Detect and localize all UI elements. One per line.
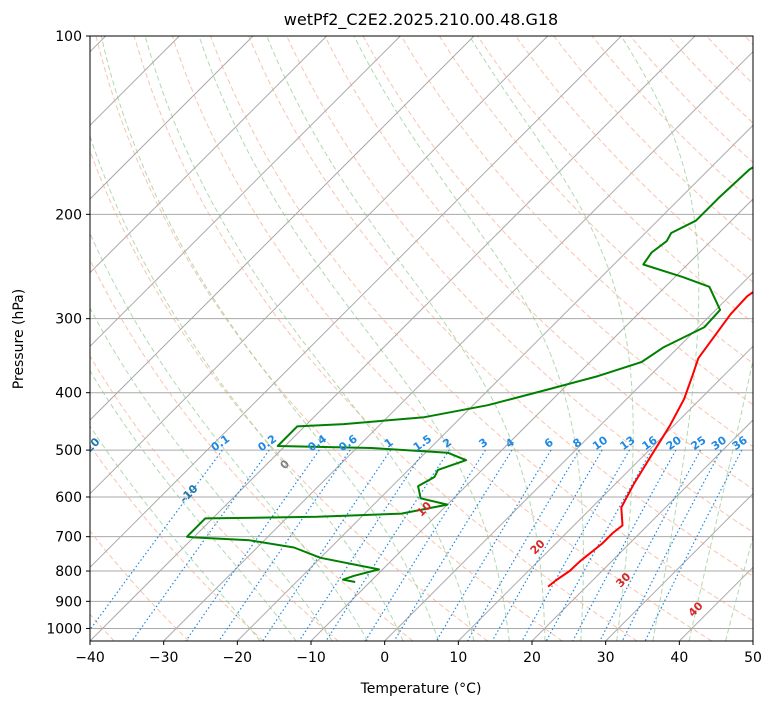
moist-adiabat-line	[688, 357, 753, 641]
dry-adiabat-line	[133, 36, 638, 641]
x-tick-label: −40	[75, 650, 105, 666]
isotherm-line	[384, 271, 753, 641]
dry-adiabat-line	[171, 36, 712, 641]
plot-area: 0.10.20.40.611.52346810131620253036-100-…	[90, 36, 753, 641]
dry-adiabat-line	[209, 36, 753, 622]
y-tick-label: 900	[55, 594, 82, 610]
x-tick-label: −10	[296, 650, 326, 666]
x-tick-label: 20	[523, 650, 541, 666]
y-axis-ticks: 100 200 300 400 500 600 700 800 900 1000	[46, 29, 90, 637]
y-tick-label: 600	[55, 490, 82, 506]
mixing-ratio-lines	[90, 449, 743, 641]
y-axis-label: Pressure (hPa)	[11, 289, 27, 389]
profile-series	[186, 166, 753, 588]
isotherm-line	[90, 36, 254, 200]
moist-adiabat-line	[90, 307, 333, 641]
isotherm-line	[457, 345, 753, 641]
y-tick-label: 1000	[46, 621, 82, 637]
dry-adiabat-line	[248, 36, 753, 577]
mixing-ratio-line	[262, 449, 392, 641]
mixing-ratio-line	[572, 449, 677, 641]
x-tick-label: 40	[670, 650, 688, 666]
mixing-ratio-line	[298, 449, 425, 641]
moist-adiabat-line	[144, 36, 475, 641]
isotherm-line	[163, 50, 753, 641]
isotherm-line	[90, 36, 622, 569]
dry-adiabat-line	[476, 36, 753, 324]
mixing-ratio-line	[545, 449, 653, 641]
x-tick-label: 50	[744, 650, 762, 666]
x-axis-label: Temperature (°C)	[360, 681, 482, 697]
y-tick-label: 200	[55, 207, 82, 223]
dry-adiabat-line	[362, 36, 753, 448]
isotherm-line	[605, 492, 753, 641]
mixing-ratio-line	[521, 449, 631, 641]
dry-adiabat-line	[629, 36, 753, 164]
y-tick-label: 400	[55, 386, 82, 402]
mixing-ratio-line	[90, 449, 223, 631]
dry-adiabat-line	[400, 36, 753, 406]
mixing-ratio-line	[218, 449, 351, 641]
y-tick-label: 700	[55, 530, 82, 546]
isotherm-line	[90, 36, 549, 495]
mixing-ratio-line	[644, 449, 743, 641]
mixing-ratio-line	[599, 449, 702, 641]
moist-adiabat-line	[90, 425, 261, 641]
mixing-ratio-line	[491, 449, 603, 641]
y-tick-label: 300	[55, 312, 82, 328]
x-tick-label: −20	[223, 650, 253, 666]
dry-adiabat-line	[90, 258, 414, 641]
dry-adiabat-line	[90, 530, 190, 641]
y-tick-label: 800	[55, 564, 82, 580]
x-axis-ticks: −40 −30 −20 −10 0 10 20 30 40 50	[75, 641, 762, 666]
moist-adiabat-line	[198, 36, 510, 641]
y-tick-label: 500	[55, 443, 82, 459]
dry-adiabat-line	[553, 36, 753, 243]
isotherm-line	[90, 36, 401, 348]
x-tick-label: −30	[149, 650, 179, 666]
y-tick-label: 100	[55, 29, 82, 45]
moist-adiabat-line	[90, 134, 404, 641]
moist-adiabat-line	[353, 36, 584, 641]
plot-frame	[89, 35, 754, 642]
temperature-profile-line	[547, 290, 753, 588]
chart-title: wetPf2_C2E2.2025.210.00.48.G18	[284, 10, 558, 30]
moist-adiabat-line	[620, 36, 700, 641]
moist-adiabat-lines	[90, 36, 753, 641]
isotherm-line	[236, 124, 753, 641]
x-tick-label: 30	[597, 650, 615, 666]
dewpoint-profile-line	[186, 166, 753, 583]
dry-adiabat-line	[438, 36, 753, 365]
isotherm-line	[90, 36, 475, 421]
moist-adiabat-line	[725, 535, 753, 641]
isotherm-line	[90, 36, 696, 641]
mixing-ratio-line	[393, 449, 513, 641]
dry-adiabat-line	[324, 36, 753, 490]
isotherm-line	[531, 419, 753, 641]
moist-adiabat-line	[266, 36, 546, 641]
dry-adiabat-line	[95, 36, 563, 641]
mixing-ratio-line	[185, 449, 320, 641]
x-tick-label: 0	[380, 650, 389, 666]
mixing-ratio-line	[621, 449, 722, 641]
moist-adiabat-line	[100, 36, 439, 641]
moist-adiabat-line	[90, 231, 369, 641]
isotherm-line	[90, 36, 328, 274]
isobar-lines	[90, 36, 753, 629]
x-tick-label: 10	[449, 650, 467, 666]
